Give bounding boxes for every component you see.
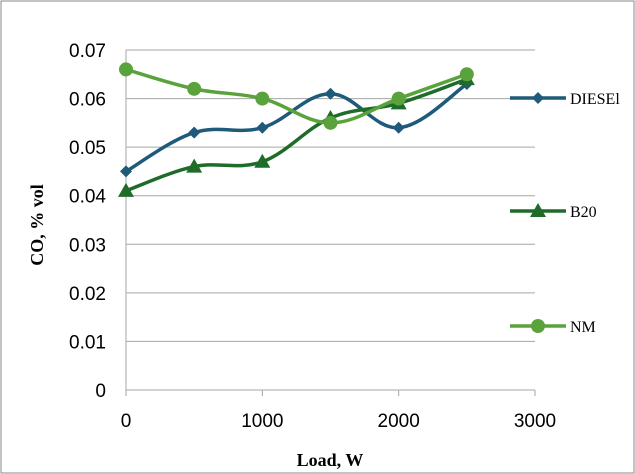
legend-item: B20	[510, 203, 597, 221]
y-tick-label: 0.07	[69, 41, 106, 62]
x-tick-label: 1000	[241, 411, 283, 432]
axes	[125, 50, 536, 396]
legend-marker	[531, 319, 545, 333]
y-tick-labels: 0 0.01 0.02 0.03 0.04 0.05 0.06 0.07	[69, 41, 106, 402]
data-point	[188, 126, 201, 139]
legend-item: NM	[510, 319, 596, 336]
x-tick-label: 2000	[378, 411, 420, 432]
y-tick-label: 0.04	[69, 187, 106, 208]
series-line	[125, 67, 468, 125]
legend-label: NM	[570, 319, 596, 336]
y-tick-label: 0.05	[69, 138, 106, 159]
x-tick-label: 3000	[514, 411, 556, 432]
data-point	[186, 158, 203, 173]
x-tick-labels: 0 1000 2000 3000	[121, 411, 556, 432]
data-point	[120, 165, 132, 178]
y-tick-label: 0.06	[69, 90, 106, 111]
data-point	[256, 121, 269, 134]
y-tick-label: 0.01	[69, 332, 106, 353]
data-point	[118, 182, 134, 197]
series-group	[118, 62, 475, 197]
y-tick-label: 0.02	[69, 284, 106, 305]
legend-item: DIESEl	[510, 91, 620, 108]
legend-label: B20	[570, 204, 597, 221]
data-point	[392, 121, 405, 134]
x-axis-title: Load, W	[297, 450, 364, 470]
data-point	[391, 91, 406, 106]
legend-label: DIESEl	[570, 91, 620, 108]
y-axis-title: CO, % vol	[27, 184, 47, 266]
data-point	[255, 91, 270, 106]
data-point	[459, 67, 474, 82]
data-point	[254, 153, 271, 168]
legend-marker	[532, 92, 544, 104]
data-point	[324, 87, 337, 100]
y-tick-label: 0	[95, 381, 106, 402]
data-point	[187, 81, 202, 96]
y-tick-label: 0.03	[69, 235, 106, 256]
data-point	[119, 62, 133, 77]
data-point	[323, 115, 338, 130]
series-nm	[119, 62, 474, 130]
legend: DIESEl B20 NM	[510, 91, 620, 336]
legend-marker	[530, 203, 546, 217]
x-tick-label: 0	[121, 411, 132, 432]
